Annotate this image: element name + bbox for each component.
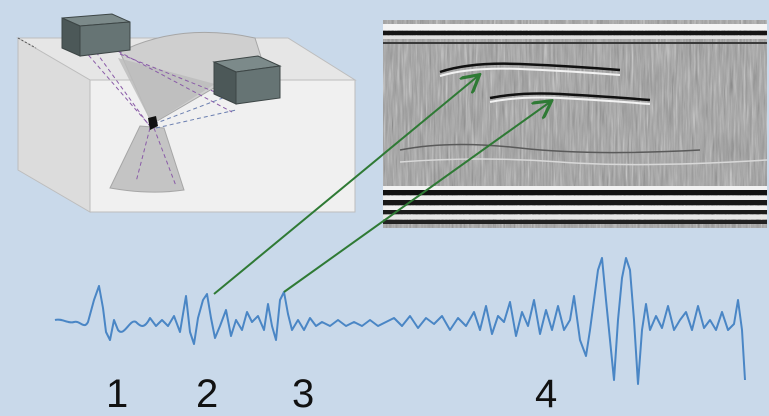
b-scan-bands: [383, 24, 767, 224]
transducer-left-icon: [61, 13, 131, 57]
marker-3: 3: [292, 372, 315, 416]
ray-lines: [83, 47, 237, 187]
marker-1: 1: [106, 372, 129, 416]
marker-2: 2: [196, 372, 219, 416]
beam-lower: [109, 125, 185, 193]
test-block: [16, 13, 357, 213]
b-scan-image: [383, 20, 767, 228]
block-front-face: [89, 79, 356, 213]
transducer-right-icon: [212, 55, 282, 105]
flaw-point-icon: [148, 116, 158, 130]
arrow-echo-3: [283, 102, 550, 293]
block-side-face: [17, 37, 91, 213]
marker-4: 4: [535, 372, 558, 416]
arrow-echo-2: [213, 76, 478, 295]
a-scan-waveform: [54, 257, 746, 385]
beam-middle: [118, 58, 215, 124]
